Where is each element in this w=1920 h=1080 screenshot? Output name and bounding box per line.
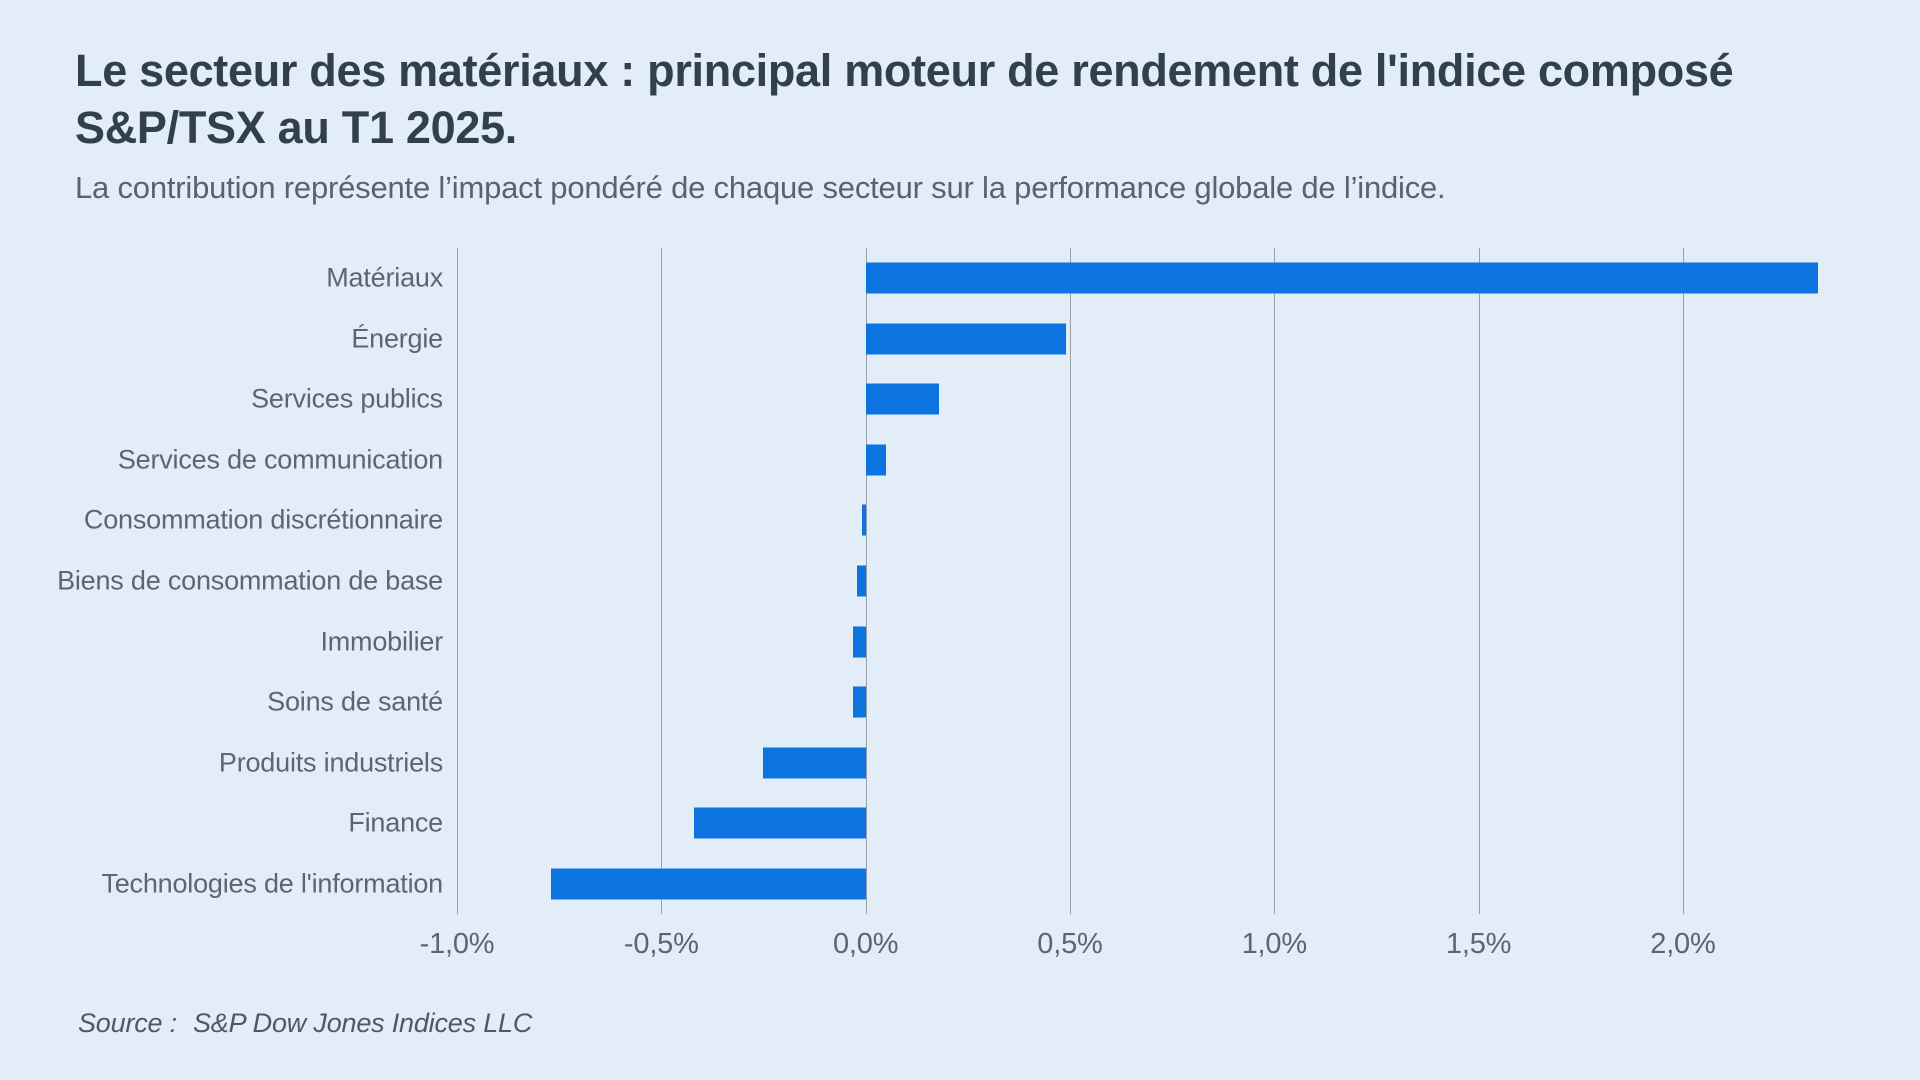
chart-title-line-2: S&P/TSX au T1 2025. [75,102,517,153]
chart-bar [865,383,940,415]
chart-bar [865,262,1818,294]
chart-bar [865,323,1066,355]
x-tick-label: 1,0% [1241,928,1308,960]
category-label: Soins de santé [267,686,443,717]
chart-bar [853,686,866,718]
x-tick-label: 2,0% [1650,928,1716,960]
x-tick-label: 1,5% [1445,928,1512,960]
category-label: Finance [348,807,443,838]
category-label: Consommation discrétionnaire [83,504,443,535]
x-axis: -1,0% -0,5% 0,0% 0,5% 1,0% 1,5% 2,0% [420,922,1875,972]
chart-bar [861,504,866,536]
x-tick-label: 0,0% [832,928,899,960]
x-tick-label: 0,5% [1037,928,1103,960]
category-label: Biens de consommation de base [57,565,443,596]
gridline [1274,248,1276,914]
chart-bar [865,444,887,476]
chart-bar [857,565,866,597]
chart-bar [550,868,866,900]
chart-title-line-1: Le secteur des matériaux : principal mot… [75,45,1734,96]
category-label: Produits industriels [218,747,443,778]
category-label: Technologies de l'information [101,868,443,899]
category-label: Services de communication [117,444,443,475]
category-labels-column: Matériaux Énergie Services publics Services… [0,248,443,914]
source-note: Source : S&P Dow Jones Indices LLC [78,1008,532,1039]
gridline [661,248,663,914]
x-tick-label: -0,5% [623,928,699,960]
category-label: Énergie [351,323,443,354]
chart-subtitle: La contribution représente l’impact pond… [75,170,1446,205]
chart-bar [853,626,866,658]
chart-bar [763,747,866,779]
chart-header: Le secteur des matériaux : principal mot… [75,42,1734,206]
category-label: Immobilier [320,626,443,657]
source-value: S&P Dow Jones Indices LLC [192,1008,533,1038]
gridline [1682,248,1684,914]
plot-area [457,248,1875,914]
gridline [1478,248,1480,914]
gridline [457,248,458,914]
chart-bar [694,807,866,839]
gridline [1069,248,1071,914]
category-label: Matériaux [326,262,443,293]
category-label: Services publics [251,383,443,414]
x-tick-label: -1,0% [419,928,495,960]
gridline [865,248,867,914]
source-label: Source : [78,1008,177,1038]
